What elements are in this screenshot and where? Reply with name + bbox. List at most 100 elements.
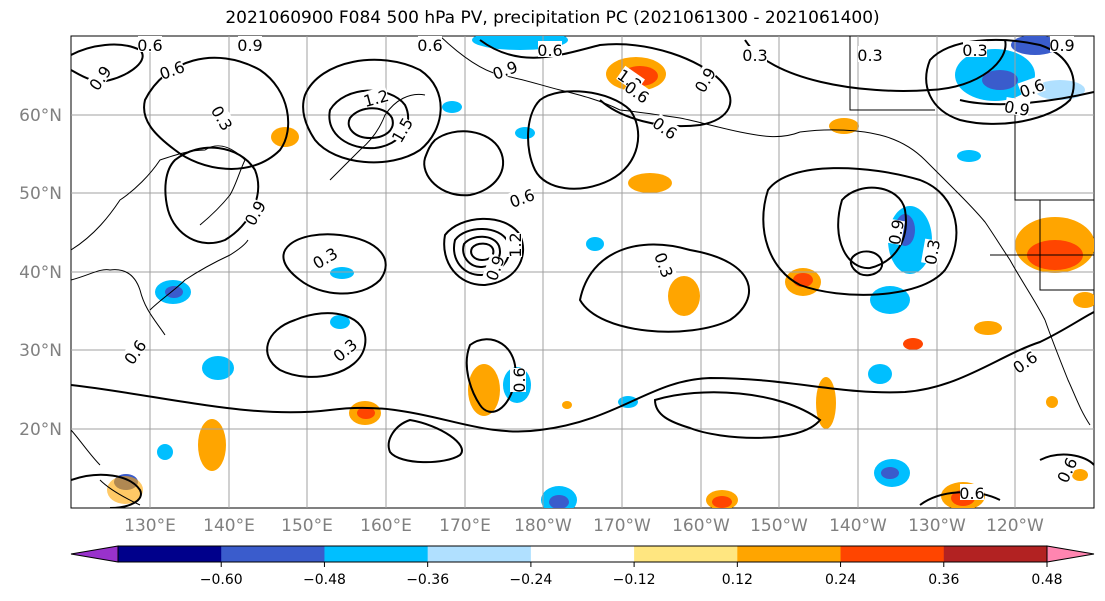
lat-label: 60°N: [19, 106, 62, 126]
lon-label: 160°W: [672, 516, 730, 536]
contour-label-bg: [1017, 75, 1046, 99]
lon-label: 150°E: [281, 516, 333, 536]
contour-label-bg: [1010, 347, 1039, 375]
precip-patch: [668, 276, 700, 316]
contour-label-bg: [1003, 97, 1031, 117]
colorbar-tick-label: 0.36: [928, 572, 959, 588]
colorbar-tick-label: −0.60: [200, 572, 243, 588]
colorbar-segment: [634, 546, 738, 562]
lon-label: 170°W: [593, 516, 651, 536]
colorbar-min-arrow: [70, 545, 119, 563]
lat-label: 40°N: [19, 263, 62, 283]
lon-label: 140°E: [203, 516, 255, 536]
precip-patch: [515, 127, 535, 139]
lon-label: 140°W: [829, 516, 887, 536]
contour-label-bg: [651, 113, 680, 141]
contour-label-bg: [310, 244, 339, 271]
colorbar-segment: [324, 546, 429, 562]
colorbar-tick-label: −0.12: [613, 572, 656, 588]
precip-patch: [468, 364, 500, 416]
contour-label: 0.6: [417, 36, 442, 55]
precip-patch: [870, 286, 910, 314]
lon-label: 170°E: [439, 516, 491, 536]
contour-label: 0.3: [962, 41, 987, 60]
contour-label-bg: [1053, 455, 1079, 484]
precip-patch: [881, 467, 899, 479]
pv-contours: [71, 38, 1094, 508]
contour-label-bg: [330, 335, 359, 364]
colorbar-segment: [221, 546, 325, 562]
precip-patch: [829, 118, 859, 134]
contour-label-bg: [120, 337, 148, 366]
contour-label-bg: [963, 41, 987, 57]
contour-label-bg: [138, 36, 162, 52]
contour-label-bg: [209, 103, 236, 132]
contour-label-bg: [506, 233, 522, 257]
contour-label-bg: [921, 238, 941, 266]
precip-patch: [198, 419, 226, 471]
lon-label: 180°W: [514, 516, 572, 536]
precip-patch: [157, 444, 173, 460]
contour-label-bg: [362, 86, 390, 108]
lat-label: 20°N: [19, 420, 62, 440]
contour-label-bg: [418, 36, 442, 52]
latitude-labels: 60°N 50°N 40°N 30°N 20°N: [19, 106, 62, 440]
contour-label-bg: [507, 185, 536, 209]
lon-label: 120°W: [986, 516, 1044, 536]
lon-label: 130°E: [124, 516, 176, 536]
contour-label-bg: [157, 57, 186, 81]
contour-label: 0.6: [959, 484, 984, 503]
contour-label: 0.6: [137, 36, 162, 55]
colorbar-segment: [840, 546, 945, 562]
contour-label-bg: [510, 368, 526, 392]
contour-label: 0.9: [885, 218, 908, 246]
precip-patch: [868, 364, 892, 384]
colorbar-segment: [943, 546, 1048, 562]
contour-label: 0.6: [537, 41, 562, 60]
contour-label-bg: [653, 250, 677, 279]
contour-label-bg: [691, 65, 718, 94]
lat-label: 30°N: [19, 341, 62, 361]
precip-patch: [628, 173, 672, 193]
precip-patch: [271, 127, 299, 147]
contour-label: 0.6: [510, 367, 529, 392]
contour-label: 0.9: [1049, 36, 1074, 55]
contour-label: 0.3: [921, 238, 944, 266]
contour-label-bg: [85, 63, 113, 92]
contour-label: 0.9: [1003, 97, 1031, 120]
contour-label: 0.9: [237, 36, 262, 55]
contour-label-bg: [238, 36, 262, 52]
coastlines: [71, 36, 1094, 506]
colorbar-tick-label: −0.36: [406, 572, 449, 588]
contour-label-bg: [743, 46, 767, 62]
contour-label-bg: [388, 115, 415, 144]
precip-patch: [974, 321, 1002, 335]
precip-patch: [442, 101, 462, 113]
precip-patch: [330, 315, 350, 329]
longitude-labels: 130°E 140°E 150°E 160°E 170°E 180°W 170°…: [124, 516, 1044, 536]
contour-label: 1.2: [506, 232, 525, 257]
contour-label-bg: [858, 46, 882, 62]
precip-patch: [982, 70, 1018, 90]
precip-patch: [712, 496, 732, 508]
contour-label-bg: [1050, 36, 1074, 52]
contour-label-bg: [538, 41, 562, 57]
precip-patch: [586, 237, 604, 251]
precip-patch: [903, 338, 923, 350]
precip-patch: [562, 401, 572, 409]
contour-label: 0.3: [742, 46, 767, 65]
precip-patch: [1072, 469, 1088, 481]
colorbar-tick-label: 0.24: [825, 572, 856, 588]
gridlines: [71, 36, 1094, 508]
colorbar-segment: [530, 546, 635, 562]
contour-label-bg: [482, 253, 506, 282]
precip-patch: [165, 286, 183, 298]
precip-patch: [202, 356, 234, 380]
contour-label-bg: [241, 198, 268, 227]
precip-patch: [816, 377, 836, 429]
precip-patch: [1073, 292, 1094, 308]
lat-label: 50°N: [19, 184, 62, 204]
contour-label: 0.3: [857, 46, 882, 65]
precip-patch: [549, 495, 569, 508]
map-title: 2021060900 F084 500 hPa PV, precipitatio…: [225, 8, 880, 28]
